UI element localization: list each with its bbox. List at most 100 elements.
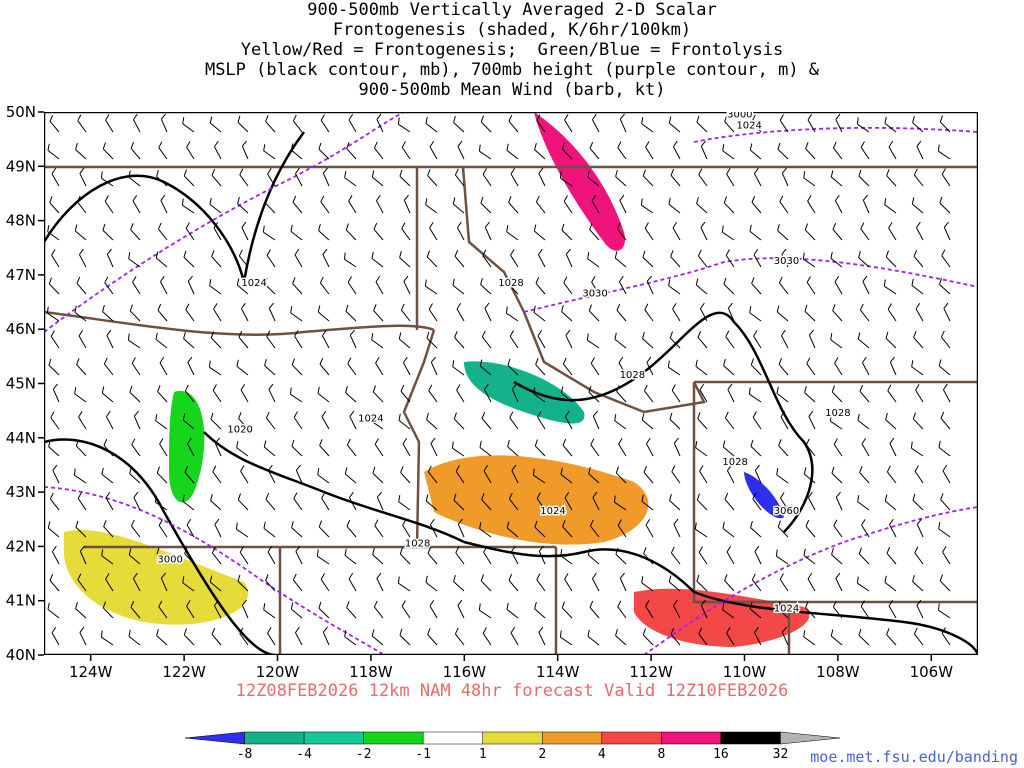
wind-barb [484,221,492,241]
wind-barb [213,303,222,322]
wind-barb [214,518,222,538]
wind-barb [292,195,303,214]
wind-barb [157,303,168,322]
wind-barb [426,413,438,430]
wind-barb [181,198,195,214]
wind-barb [592,410,600,430]
wind-barb [753,167,762,187]
wind-barb [914,546,924,565]
wind-barb [344,171,357,187]
wind-barb [212,384,222,403]
wind-barb [617,600,627,619]
wind-barb [373,222,384,241]
wind-barb [911,278,924,295]
wind-barb [943,302,951,322]
wind-barb [292,573,303,592]
wind-barb [77,573,87,592]
wind-barb [155,251,168,268]
wind-barb [888,600,897,619]
wind-barb [238,330,249,349]
wind-barb [645,600,654,619]
wind-barb [424,279,438,295]
wind-barb [670,627,681,646]
wind-barb [454,168,465,187]
wind-barb [399,547,411,565]
wind-barb [184,547,195,565]
colorbar: -8 -4 -2 -1 1 2 4 8 16 32 [184,731,841,762]
wind-barb [831,466,843,484]
wind-barb [240,302,249,322]
wind-barb [696,574,708,592]
wind-barb [155,414,168,430]
wind-barb [454,627,465,646]
wind-barb [672,599,681,619]
wind-barb [860,600,870,619]
mslp-label: 1024 [774,604,799,615]
wind-barb [667,360,681,376]
wind-barb [940,411,951,430]
wind-barb [830,170,843,187]
wind-barb [616,222,627,241]
wind-barb [209,575,222,592]
wind-barb [239,627,249,646]
wind-barb [322,167,330,187]
wind-barb [453,493,465,511]
wind-barb [750,358,762,376]
wind-barb [235,522,249,538]
wind-barb [187,356,195,376]
wind-barb [51,627,60,646]
wind-barb [105,114,114,133]
wind-barb [835,113,843,133]
wind-barb [263,603,276,619]
wind-barb [240,465,249,484]
wind-barb [940,493,951,511]
wind-barb [911,197,924,214]
wind-barb [79,167,87,187]
wind-barb [670,546,681,565]
wind-barb [938,440,951,457]
wind-barb [885,331,897,349]
wind-barb [803,548,816,565]
wind-barb [721,225,735,241]
wind-barb [698,546,708,565]
wind-barb [214,437,222,457]
wind-barb [884,494,897,511]
wind-barb [641,576,654,592]
colorbar-cell [184,731,245,745]
wind-barb [154,495,168,511]
colorbar-cell [780,731,841,745]
wind-barb [159,438,168,457]
wind-barb [617,141,627,160]
x-tick-label: 118W [349,663,393,681]
wind-barb [862,275,870,295]
wind-barb [725,330,735,349]
height-contour [44,486,385,655]
wind-barb [751,195,762,214]
wind-barb [349,329,357,349]
wind-barb [588,304,600,322]
y-tick-label: 49N [6,157,36,175]
wind-barb [105,410,114,430]
wind-barb [805,601,816,619]
wind-barb [209,279,222,295]
wind-barb [427,169,438,187]
wind-barb [483,465,492,484]
wind-barb [885,250,897,268]
x-tick-label: 120W [256,663,300,681]
wind-barb [646,275,654,295]
wind-barb [430,356,438,376]
wind-barb [887,384,897,403]
wind-barb [748,387,762,403]
wind-barb [590,438,600,457]
wind-barb [805,519,816,538]
x-axis: 124W 122W 120W 118W 116W 114W 112W 110W 108W 106W [69,655,953,681]
wind-barb [183,332,195,349]
wind-barb [429,518,438,538]
wind-barb [265,115,276,133]
wind-barb [317,305,330,322]
wind-barb [319,439,330,457]
wind-barb [186,141,195,160]
wind-barb [781,167,789,187]
height-label: 3060 [774,506,799,517]
y-tick-label: 47N [6,266,36,284]
